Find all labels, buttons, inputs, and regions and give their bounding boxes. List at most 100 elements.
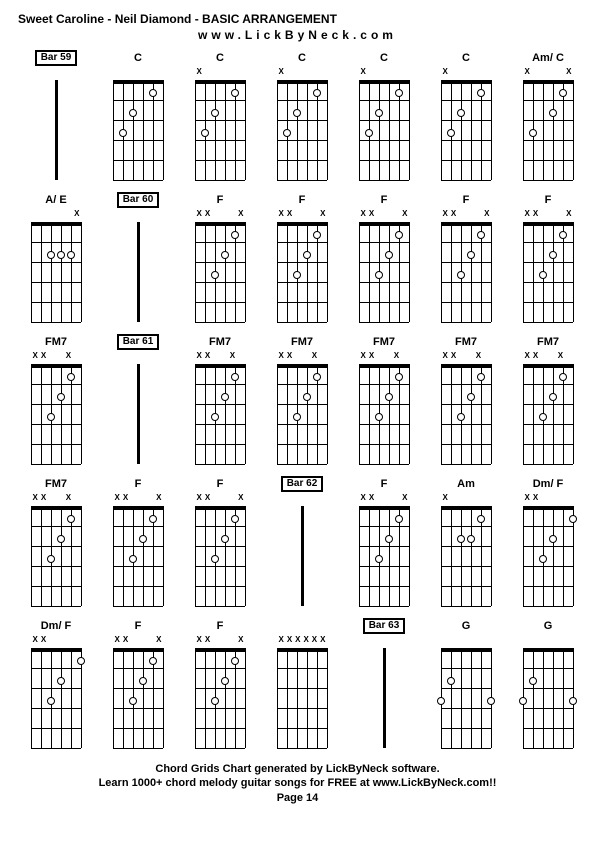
fretboard: [113, 648, 163, 748]
chord-diagram: [353, 220, 415, 328]
finger-dot: [149, 89, 157, 97]
mute-indicators: [523, 636, 573, 646]
chord-diagram: [435, 646, 497, 754]
chord-name: F: [135, 478, 142, 490]
finger-dot: [303, 393, 311, 401]
mute-indicators: X: [277, 68, 327, 78]
chord-name: F: [463, 194, 470, 206]
mute-indicators: X: [359, 68, 409, 78]
finger-dot: [549, 535, 557, 543]
finger-dot: [293, 109, 301, 117]
fretboard: [523, 222, 573, 322]
chord-diagram: [435, 362, 497, 470]
chord-name: Dm/ F: [533, 478, 564, 490]
finger-dot: [385, 393, 393, 401]
finger-dot: [231, 231, 239, 239]
chord-diagram: [517, 220, 579, 328]
fretboard: [31, 222, 81, 322]
chord-cell: FXXX: [182, 476, 258, 612]
mute-indicators: XXX: [523, 352, 573, 362]
finger-dot: [67, 515, 75, 523]
mute-indicators: XXX: [31, 494, 81, 504]
fretboard: [523, 506, 573, 606]
fretboard: [31, 364, 81, 464]
chord-diagram: [271, 646, 333, 754]
finger-dot: [313, 373, 321, 381]
finger-dot: [201, 129, 209, 137]
chord-name: C: [134, 52, 142, 64]
finger-dot: [283, 129, 291, 137]
mute-indicators: XX: [523, 494, 573, 504]
site-url: www.LickByNeck.com: [18, 28, 577, 42]
fretboard: [523, 648, 573, 748]
finger-dot: [549, 251, 557, 259]
finger-dot: [539, 271, 547, 279]
bar-marker-cell: Bar 62: [264, 476, 340, 612]
finger-dot: [477, 373, 485, 381]
chord-cell: Dm/ FXX: [18, 618, 94, 754]
chord-cell: FXXX: [346, 476, 422, 612]
chord-cell: CX: [346, 50, 422, 186]
chord-cell: FM7XXX: [264, 334, 340, 470]
footer-line2: Learn 1000+ chord melody guitar songs fo…: [18, 776, 577, 790]
finger-dot: [47, 697, 55, 705]
finger-dot: [293, 413, 301, 421]
chord-diagram: [25, 220, 87, 328]
finger-dot: [231, 89, 239, 97]
finger-dot: [529, 677, 537, 685]
mute-indicators: XXX: [195, 352, 245, 362]
finger-dot: [365, 129, 373, 137]
mute-indicators: XXX: [195, 494, 245, 504]
chord-name: F: [381, 194, 388, 206]
finger-dot: [313, 89, 321, 97]
chord-diagram: [271, 362, 333, 470]
finger-dot: [149, 657, 157, 665]
finger-dot: [57, 677, 65, 685]
chord-diagram: [517, 362, 579, 470]
finger-dot: [447, 677, 455, 685]
finger-dot: [57, 251, 65, 259]
finger-dot: [67, 373, 75, 381]
chord-cell: CX: [264, 50, 340, 186]
finger-dot: [67, 251, 75, 259]
chord-cell: FM7XXX: [428, 334, 504, 470]
chord-diagram: [107, 504, 169, 612]
fretboard: [195, 222, 245, 322]
chord-name: A/ E: [45, 194, 66, 206]
fretboard: [523, 364, 573, 464]
finger-dot: [477, 89, 485, 97]
finger-dot: [57, 393, 65, 401]
footer-line1: Chord Grids Chart generated by LickByNec…: [18, 762, 577, 776]
fretboard: [113, 80, 163, 180]
chord-diagram: [107, 646, 169, 754]
mute-indicators: XXX: [441, 210, 491, 220]
bar-label: Bar 60: [117, 192, 160, 208]
bar-divider-line: [137, 222, 140, 322]
finger-dot: [211, 697, 219, 705]
chord-cell: FM7XXX: [18, 334, 94, 470]
song-title: Sweet Caroline - Neil Diamond - BASIC AR…: [18, 12, 577, 26]
finger-dot: [549, 109, 557, 117]
bar-marker-cell: Bar 61: [100, 334, 176, 470]
fretboard: [31, 648, 81, 748]
chord-name: F: [545, 194, 552, 206]
finger-dot: [129, 555, 137, 563]
finger-dot: [211, 109, 219, 117]
bar-label: Bar 62: [281, 476, 324, 492]
chord-cell: FM7XXX: [510, 334, 586, 470]
chord-name: G: [462, 620, 471, 632]
mute-indicators: XXX: [523, 210, 573, 220]
finger-dot: [211, 413, 219, 421]
fretboard: [195, 364, 245, 464]
finger-dot: [221, 677, 229, 685]
chord-cell: FXXX: [100, 618, 176, 754]
finger-dot: [77, 657, 85, 665]
mute-indicators: XX: [523, 68, 573, 78]
fretboard: [195, 648, 245, 748]
mute-indicators: [113, 68, 163, 78]
finger-dot: [57, 535, 65, 543]
finger-dot: [457, 413, 465, 421]
finger-dot: [385, 535, 393, 543]
finger-dot: [221, 393, 229, 401]
fretboard: [359, 506, 409, 606]
